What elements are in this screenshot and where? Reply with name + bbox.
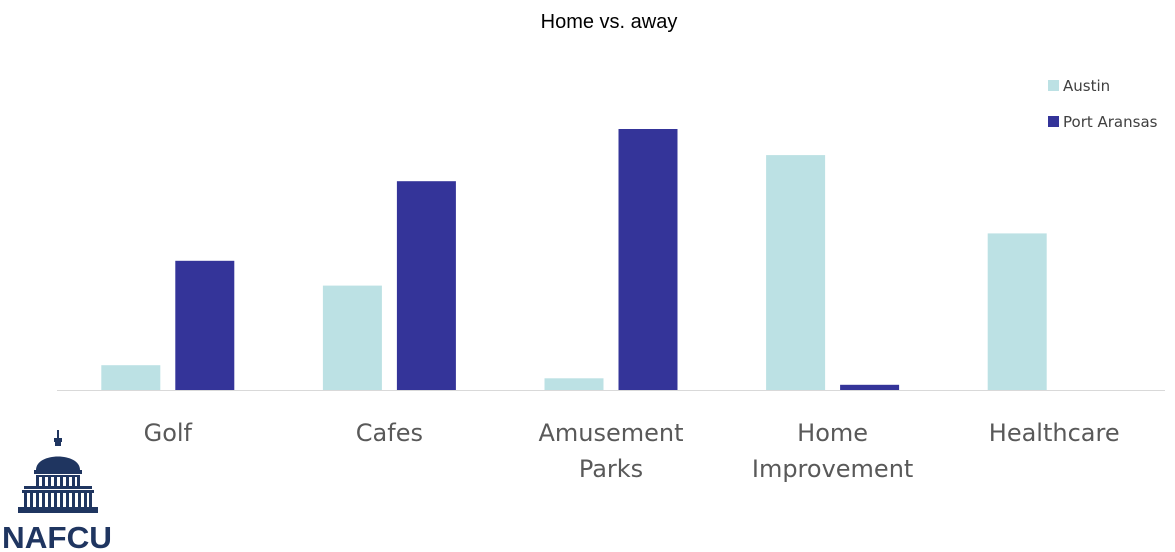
nafcu-logo: NAFCU: [2, 430, 112, 552]
bars-group: [101, 129, 1047, 390]
category-label-0: Golf: [144, 419, 193, 447]
legend-label-0: Austin: [1063, 77, 1110, 95]
legend-swatch-0: [1048, 80, 1059, 91]
bar-austin-1: [322, 285, 382, 390]
legend-swatch-1: [1048, 116, 1059, 127]
bar-austin-0: [101, 365, 161, 390]
category-label-3: Home Improvement: [752, 419, 913, 483]
bar-austin-2: [544, 378, 604, 390]
bar-port-aransas-3: [840, 384, 900, 390]
legend: Austin Port Aransas: [1048, 77, 1158, 131]
bar-port-aransas-1: [396, 181, 456, 390]
logo-wordmark: NAFCU: [2, 520, 112, 552]
capitol-dome-icon: [18, 430, 98, 513]
bar-port-aransas-0: [175, 260, 235, 390]
legend-label-1: Port Aransas: [1063, 113, 1158, 131]
category-label-2: Amusement Parks: [538, 419, 683, 483]
category-labels: Golf Cafes Amusement Parks Home Improvement He…: [144, 419, 1120, 483]
category-label-1: Cafes: [356, 419, 423, 447]
bar-port-aransas-2: [618, 129, 678, 390]
bar-austin-4: [987, 233, 1047, 390]
chart-title: Home vs. away: [541, 11, 678, 33]
bar-austin-3: [766, 155, 826, 390]
category-label-4: Healthcare: [989, 419, 1120, 447]
